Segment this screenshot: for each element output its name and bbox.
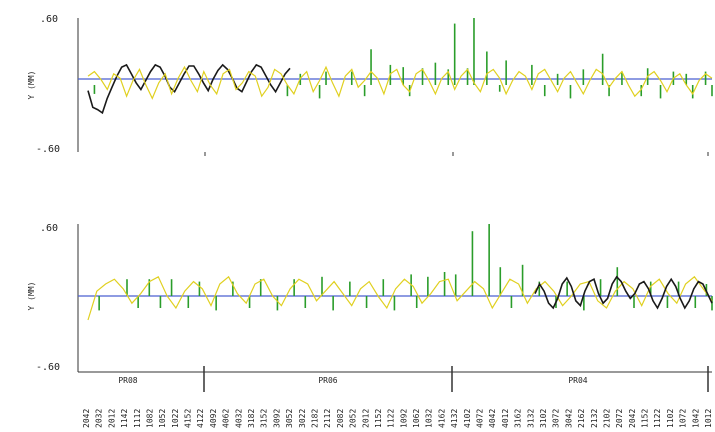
x-tick-label: 3162 — [514, 409, 523, 428]
x-tick-label: 4032 — [234, 409, 243, 428]
x-tick-label: 4132 — [450, 409, 459, 428]
x-tick-label: 2072 — [615, 409, 624, 428]
x-tick-label: 2182 — [311, 409, 320, 428]
x-tick-label: 3022 — [298, 409, 307, 428]
top-series-line-1 — [87, 65, 713, 100]
x-tick-label: 4152 — [184, 409, 193, 428]
top-y-axis-label: Y (MM) — [27, 71, 36, 100]
x-tick-label: 1152 — [374, 409, 383, 428]
x-tick-label: 2012 — [361, 409, 370, 428]
bottom-panel: .60 -.60 Y (MM) PR08 PR06 PR04 2042 2032 2… — [27, 223, 713, 428]
x-tick-label: 4042 — [488, 409, 497, 428]
x-tick-label: 2112 — [323, 409, 332, 428]
x-tick-label: 2012 — [107, 409, 116, 428]
x-tick-label: 4102 — [463, 409, 472, 428]
bottom-ytick-max: .60 — [40, 223, 58, 234]
bottom-y-axis-label: Y (MM) — [27, 282, 36, 311]
x-tick-label: 3072 — [552, 409, 561, 428]
group-label-pr08: PR08 — [118, 376, 137, 385]
x-tick-label: 4092 — [209, 409, 218, 428]
x-tick-label: 3152 — [260, 409, 269, 428]
group-label-pr06: PR06 — [318, 376, 337, 385]
x-tick-label: 1122 — [387, 409, 396, 428]
x-tick-label: 2042 — [628, 409, 637, 428]
bottom-ytick-min: -.60 — [36, 362, 60, 373]
x-tick-label: 4062 — [222, 409, 231, 428]
x-tick-label: 1062 — [412, 409, 421, 428]
x-tick-label: 2032 — [95, 409, 104, 428]
x-tick-label: 1082 — [146, 409, 155, 428]
x-tick-label: 1102 — [666, 409, 675, 428]
x-tick-label: 4072 — [476, 409, 485, 428]
x-tick-label: 4012 — [501, 409, 510, 428]
x-tick-label: 1032 — [425, 409, 434, 428]
x-tick-label: 3092 — [272, 409, 281, 428]
x-tick-label: 1152 — [641, 409, 650, 428]
x-tick-label: 3132 — [526, 409, 535, 428]
x-tick-label: 4122 — [196, 409, 205, 428]
x-tick-label: 4162 — [437, 409, 446, 428]
x-tick-label: 3102 — [539, 409, 548, 428]
x-tick-label: 3052 — [285, 409, 294, 428]
x-tick-label: 1072 — [679, 409, 688, 428]
x-tick-label: 1142 — [120, 409, 129, 428]
x-tick-label: 2052 — [349, 409, 358, 428]
top-ytick-max: .60 — [40, 14, 58, 25]
top-panel: .60 -.60 Y (MM) — [27, 14, 713, 156]
x-tick-label: 1052 — [158, 409, 167, 428]
x-tick-label: 2042 — [82, 409, 91, 428]
x-tick-label: 1122 — [653, 409, 662, 428]
x-tick-label: 3042 — [564, 409, 573, 428]
x-tick-label: 1022 — [171, 409, 180, 428]
bottom-series-line-1 — [534, 275, 713, 310]
x-tick-label: 1042 — [691, 409, 700, 428]
x-tick-label: 2102 — [602, 409, 611, 428]
x-tick-label: 2132 — [590, 409, 599, 428]
group-label-pr04: PR04 — [568, 376, 587, 385]
top-series-line-0 — [87, 63, 291, 115]
x-tick-label: 2162 — [577, 409, 586, 428]
x-tick-label: 3182 — [247, 409, 256, 428]
top-ytick-min: -.60 — [36, 144, 60, 155]
x-tick-label: 2082 — [336, 409, 345, 428]
x-tick-label: 1012 — [704, 409, 713, 428]
bottom-series-line-0 — [87, 275, 713, 321]
x-tick-label: 1112 — [133, 409, 142, 428]
x-tick-label: 1092 — [399, 409, 408, 428]
